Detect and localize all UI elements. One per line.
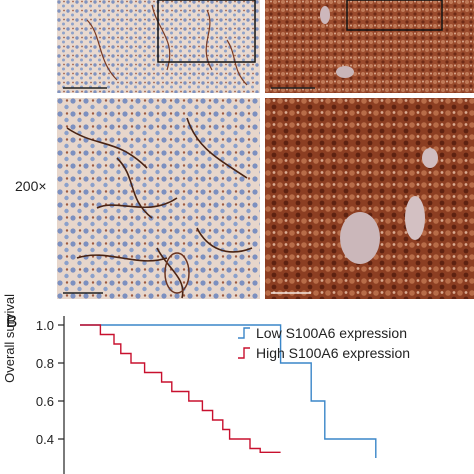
survival-curves — [80, 324, 377, 458]
magnification-label: 200× — [15, 178, 47, 194]
micrograph-low-expression-overview — [57, 0, 260, 93]
legend-symbol — [238, 327, 250, 339]
legend-label: Low S100A6 expression — [256, 325, 407, 341]
y-tick-label: 1.0 — [36, 318, 54, 333]
y-tick-label: 0.6 — [36, 394, 54, 409]
micrograph-high-expression-overview — [265, 0, 474, 93]
panel-letter-b: B — [6, 312, 18, 331]
survival-chart: 1.0 0.8 0.6 0.4 Low S100A6 expression High S… — [36, 316, 410, 474]
y-ticks: 1.0 0.8 0.6 0.4 — [36, 318, 64, 447]
legend-symbol — [238, 347, 250, 359]
micrograph-low-expression-200x — [57, 98, 260, 299]
y-tick-label: 0.8 — [36, 356, 54, 371]
histology-panel-a: 200× — [15, 0, 474, 299]
survival-curve-low — [80, 324, 377, 458]
legend: Low S100A6 expression High S100A6 express… — [238, 325, 410, 361]
y-tick-label: 0.4 — [36, 432, 54, 447]
legend-label: High S100A6 expression — [256, 345, 410, 361]
survival-curve-high — [80, 324, 281, 453]
micrograph-high-expression-200x — [265, 98, 474, 299]
